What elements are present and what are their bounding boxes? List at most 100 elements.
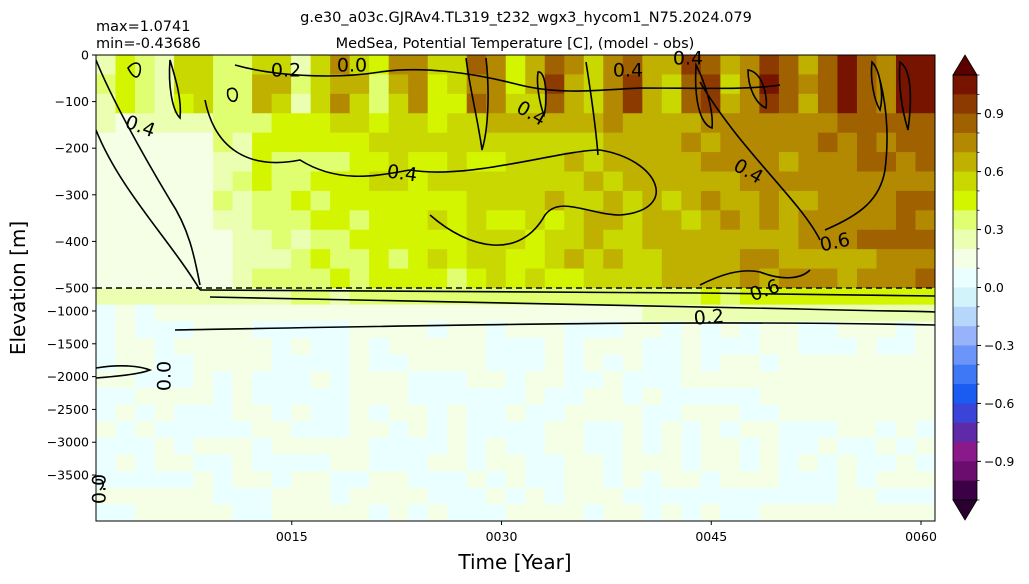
heatmap-cell [408,74,429,95]
heatmap-cell [525,321,546,339]
heatmap-cell [876,288,897,306]
heatmap-cell [544,387,565,406]
colorbar-segment [953,94,977,115]
heatmap-cell [778,74,800,95]
heatmap-cell [486,421,507,439]
heatmap-cell [154,454,175,472]
heatmap-cell [798,454,819,472]
heatmap-cell [798,55,819,76]
heatmap-cell [310,421,331,439]
heatmap-cell [135,288,156,306]
heatmap-cell [408,113,429,134]
heatmap-cell [505,152,526,173]
heatmap-cell [642,152,663,173]
y-tick-label: −300 [55,187,89,202]
heatmap-cell [544,210,565,231]
heatmap-cell [232,404,253,422]
heatmap-cell [798,371,819,389]
heatmap-cell [252,132,273,153]
heatmap-cell [564,487,585,505]
heatmap-cell [271,55,292,76]
heatmap-cell [388,387,409,406]
heatmap-cell [213,404,234,422]
heatmap-cell [564,210,585,231]
heatmap-cell [369,387,390,406]
heatmap-cell [895,304,917,322]
heatmap-cell [856,404,878,422]
heatmap-cell [700,93,721,114]
heatmap-cell [876,421,897,439]
heatmap-cell [115,387,136,406]
heatmap-cell [915,437,935,456]
heatmap-cell [115,210,136,231]
heatmap-cell [252,337,273,356]
heatmap-cell [661,404,682,422]
heatmap-cell [915,268,935,289]
heatmap-cell [817,93,839,114]
heatmap-cell [661,337,682,356]
heatmap-cell [505,229,526,250]
heatmap-cell [466,152,487,173]
heatmap-cell [349,321,370,339]
heatmap-cell [681,249,702,270]
heatmap-cell [369,354,390,372]
heatmap-cell [154,249,175,270]
heatmap-cell [759,471,780,489]
heatmap-cell [895,371,917,389]
heatmap-cell [427,113,448,134]
heatmap-cell [369,93,390,114]
heatmap-cell [115,504,136,521]
heatmap-cell [837,404,858,422]
heatmap-cell [622,471,643,489]
heatmap-cell [505,171,526,192]
heatmap-cell [408,404,429,422]
heatmap-cell [720,354,741,372]
heatmap-cell [876,387,897,406]
heatmap-cell [369,268,390,289]
heatmap-cell [252,74,273,95]
heatmap-cell [271,113,292,134]
heatmap-cell [310,321,331,339]
heatmap-cell [115,132,136,153]
heatmap-cell [349,421,370,439]
heatmap-cell [427,132,448,153]
contour-line [209,296,935,313]
heatmap-cell [135,471,156,489]
heatmap-cell [232,421,253,439]
heatmap-cell [291,371,312,389]
heatmap-cell [271,249,292,270]
heatmap-cell [213,132,234,153]
heatmap-cell [174,421,195,439]
heatmap-cell [466,337,487,356]
heatmap-cell [778,249,800,270]
heatmap-cell [271,387,292,406]
heatmap-cell [739,337,760,356]
heatmap-cell [447,371,468,389]
heatmap-cell [408,471,429,489]
heatmap-cell [817,387,839,406]
heatmap-cell [291,93,312,114]
heatmap-cell [798,152,819,173]
heatmap-cell [330,288,351,306]
heatmap-cell [720,437,741,456]
heatmap-cell [193,337,214,356]
heatmap-cell [759,371,780,389]
heatmap-cell [427,74,448,95]
heatmap-cell [700,249,721,270]
colorbar-segment [953,422,977,443]
contour-line [127,62,142,78]
heatmap-cell [388,152,409,173]
heatmap-cell [642,171,663,192]
contour-label: 0.0 [89,474,111,504]
heatmap-cell [232,454,253,472]
heatmap-cell [388,113,409,134]
heatmap-cell [388,210,409,231]
heatmap-cell [622,487,643,505]
heatmap-cell [661,74,682,95]
heatmap-cell [369,55,390,76]
heatmap-cell [642,387,663,406]
heatmap-cell [798,229,819,250]
heatmap-cell [583,55,604,76]
heatmap-cell [174,404,195,422]
heatmap-cell [252,371,273,389]
